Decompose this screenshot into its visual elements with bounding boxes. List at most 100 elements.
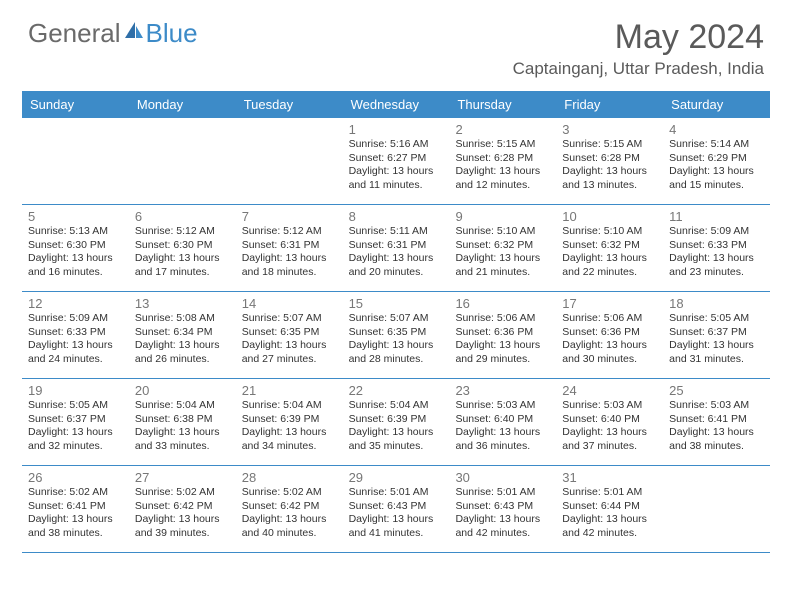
daylight-line: Daylight: 13 hours and 32 minutes. [28,426,123,453]
day-cell: 12Sunrise: 5:09 AMSunset: 6:33 PMDayligh… [22,292,129,378]
sunset-line: Sunset: 6:30 PM [28,239,123,253]
day-number: 26 [28,470,123,485]
sunset-line: Sunset: 6:38 PM [135,413,230,427]
day-cell: 13Sunrise: 5:08 AMSunset: 6:34 PMDayligh… [129,292,236,378]
header: General Blue May 2024 Captainganj, Uttar… [0,0,792,83]
empty-cell [129,118,236,204]
weekday-label: Sunday [22,91,129,118]
day-number: 20 [135,383,230,398]
daylight-line: Daylight: 13 hours and 40 minutes. [242,513,337,540]
daylight-line: Daylight: 13 hours and 23 minutes. [669,252,764,279]
sunset-line: Sunset: 6:43 PM [349,500,444,514]
weekday-label: Thursday [449,91,556,118]
sunrise-line: Sunrise: 5:13 AM [28,225,123,239]
day-cell: 16Sunrise: 5:06 AMSunset: 6:36 PMDayligh… [449,292,556,378]
sunset-line: Sunset: 6:35 PM [349,326,444,340]
sunrise-line: Sunrise: 5:02 AM [135,486,230,500]
sunset-line: Sunset: 6:33 PM [28,326,123,340]
sunrise-line: Sunrise: 5:01 AM [562,486,657,500]
sunset-line: Sunset: 6:40 PM [455,413,550,427]
day-cell: 8Sunrise: 5:11 AMSunset: 6:31 PMDaylight… [343,205,450,291]
daylight-line: Daylight: 13 hours and 42 minutes. [562,513,657,540]
day-cell: 22Sunrise: 5:04 AMSunset: 6:39 PMDayligh… [343,379,450,465]
day-cell: 23Sunrise: 5:03 AMSunset: 6:40 PMDayligh… [449,379,556,465]
day-number: 14 [242,296,337,311]
day-cell: 1Sunrise: 5:16 AMSunset: 6:27 PMDaylight… [343,118,450,204]
daylight-line: Daylight: 13 hours and 16 minutes. [28,252,123,279]
day-number: 30 [455,470,550,485]
day-number: 22 [349,383,444,398]
day-number: 8 [349,209,444,224]
sunset-line: Sunset: 6:36 PM [455,326,550,340]
sunset-line: Sunset: 6:44 PM [562,500,657,514]
day-cell: 10Sunrise: 5:10 AMSunset: 6:32 PMDayligh… [556,205,663,291]
sunrise-line: Sunrise: 5:15 AM [455,138,550,152]
daylight-line: Daylight: 13 hours and 35 minutes. [349,426,444,453]
sunrise-line: Sunrise: 5:03 AM [562,399,657,413]
sunset-line: Sunset: 6:42 PM [135,500,230,514]
daylight-line: Daylight: 13 hours and 22 minutes. [562,252,657,279]
daylight-line: Daylight: 13 hours and 24 minutes. [28,339,123,366]
day-cell: 30Sunrise: 5:01 AMSunset: 6:43 PMDayligh… [449,466,556,552]
day-number: 31 [562,470,657,485]
sunrise-line: Sunrise: 5:04 AM [242,399,337,413]
day-number: 9 [455,209,550,224]
daylight-line: Daylight: 13 hours and 39 minutes. [135,513,230,540]
sunrise-line: Sunrise: 5:12 AM [135,225,230,239]
daylight-line: Daylight: 13 hours and 33 minutes. [135,426,230,453]
sunrise-line: Sunrise: 5:03 AM [455,399,550,413]
day-cell: 15Sunrise: 5:07 AMSunset: 6:35 PMDayligh… [343,292,450,378]
weekday-label: Saturday [663,91,770,118]
sail-icon [123,18,145,49]
sunset-line: Sunset: 6:42 PM [242,500,337,514]
day-cell: 4Sunrise: 5:14 AMSunset: 6:29 PMDaylight… [663,118,770,204]
sunset-line: Sunset: 6:35 PM [242,326,337,340]
sunset-line: Sunset: 6:41 PM [669,413,764,427]
day-cell: 2Sunrise: 5:15 AMSunset: 6:28 PMDaylight… [449,118,556,204]
day-number: 13 [135,296,230,311]
week-row: 26Sunrise: 5:02 AMSunset: 6:41 PMDayligh… [22,466,770,553]
sunrise-line: Sunrise: 5:16 AM [349,138,444,152]
daylight-line: Daylight: 13 hours and 37 minutes. [562,426,657,453]
week-row: 12Sunrise: 5:09 AMSunset: 6:33 PMDayligh… [22,292,770,379]
daylight-line: Daylight: 13 hours and 26 minutes. [135,339,230,366]
sunset-line: Sunset: 6:40 PM [562,413,657,427]
sunset-line: Sunset: 6:36 PM [562,326,657,340]
day-number: 7 [242,209,337,224]
day-number: 11 [669,209,764,224]
weekday-label: Tuesday [236,91,343,118]
sunset-line: Sunset: 6:39 PM [349,413,444,427]
daylight-line: Daylight: 13 hours and 18 minutes. [242,252,337,279]
day-cell: 20Sunrise: 5:04 AMSunset: 6:38 PMDayligh… [129,379,236,465]
day-number: 6 [135,209,230,224]
day-cell: 24Sunrise: 5:03 AMSunset: 6:40 PMDayligh… [556,379,663,465]
calendar: Sunday Monday Tuesday Wednesday Thursday… [22,91,770,553]
day-number: 10 [562,209,657,224]
day-number: 15 [349,296,444,311]
sunrise-line: Sunrise: 5:10 AM [455,225,550,239]
daylight-line: Daylight: 13 hours and 29 minutes. [455,339,550,366]
daylight-line: Daylight: 13 hours and 41 minutes. [349,513,444,540]
sunset-line: Sunset: 6:32 PM [562,239,657,253]
day-cell: 17Sunrise: 5:06 AMSunset: 6:36 PMDayligh… [556,292,663,378]
sunset-line: Sunset: 6:27 PM [349,152,444,166]
sunrise-line: Sunrise: 5:05 AM [669,312,764,326]
weekday-label: Friday [556,91,663,118]
day-cell: 28Sunrise: 5:02 AMSunset: 6:42 PMDayligh… [236,466,343,552]
sunset-line: Sunset: 6:37 PM [669,326,764,340]
daylight-line: Daylight: 13 hours and 30 minutes. [562,339,657,366]
sunset-line: Sunset: 6:29 PM [669,152,764,166]
weekday-header: Sunday Monday Tuesday Wednesday Thursday… [22,91,770,118]
sunrise-line: Sunrise: 5:05 AM [28,399,123,413]
sunrise-line: Sunrise: 5:07 AM [242,312,337,326]
daylight-line: Daylight: 13 hours and 20 minutes. [349,252,444,279]
sunset-line: Sunset: 6:30 PM [135,239,230,253]
daylight-line: Daylight: 13 hours and 27 minutes. [242,339,337,366]
day-cell: 14Sunrise: 5:07 AMSunset: 6:35 PMDayligh… [236,292,343,378]
sunrise-line: Sunrise: 5:02 AM [28,486,123,500]
day-cell: 19Sunrise: 5:05 AMSunset: 6:37 PMDayligh… [22,379,129,465]
day-number: 19 [28,383,123,398]
daylight-line: Daylight: 13 hours and 13 minutes. [562,165,657,192]
daylight-line: Daylight: 13 hours and 34 minutes. [242,426,337,453]
day-number: 24 [562,383,657,398]
